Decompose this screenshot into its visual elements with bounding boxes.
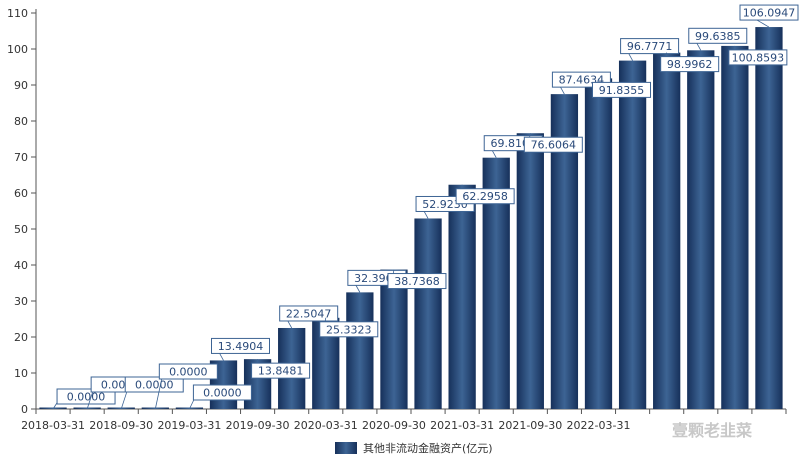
data-labels: 0.00000.00000.00000.00000.000013.490413.…: [52, 4, 799, 410]
y-tick-label: 60: [14, 187, 28, 200]
data-label-box: [56, 388, 116, 405]
data-label-box: [192, 384, 252, 401]
bar-2020-09-30[interactable]: [380, 269, 408, 409]
data-label-box: [387, 273, 447, 290]
data-label: 0.0000: [135, 379, 174, 392]
data-label: 0.0000: [203, 387, 242, 400]
data-label: 106.0947: [743, 7, 796, 20]
data-label: 98.9962: [667, 58, 713, 71]
data-label-box: [620, 38, 680, 55]
bar-2023-06-30[interactable]: [755, 27, 783, 409]
data-label-box: [592, 81, 651, 98]
data-label-box: [455, 188, 515, 205]
y-tick-label: 0: [21, 403, 28, 416]
legend-swatch[interactable]: [335, 442, 357, 454]
data-label-box: [124, 376, 184, 393]
data-label: 62.2958: [462, 190, 508, 203]
legend[interactable]: 其他非流动金融资产(亿元): [335, 441, 493, 455]
y-tick-label: 50: [14, 223, 28, 236]
data-label-box: [158, 363, 218, 380]
data-label: 25.3323: [326, 323, 372, 336]
y-tick-label: 20: [14, 331, 28, 344]
data-label: 0.0000: [169, 366, 208, 379]
bar-2022-12-31[interactable]: [687, 50, 715, 410]
data-label: 100.8593: [732, 51, 785, 64]
data-label: 0.0000: [67, 391, 106, 404]
bar-2018-03-31[interactable]: [39, 407, 67, 410]
data-label-box: [660, 56, 720, 73]
data-label: 38.7368: [394, 275, 440, 288]
bar-2022-09-30[interactable]: [653, 52, 681, 410]
legend-label[interactable]: 其他非流动金融资产(亿元): [363, 441, 493, 455]
bar-2023-03-31[interactable]: [721, 45, 749, 409]
bar-2021-09-30[interactable]: [516, 133, 544, 409]
bar-2022-03-31[interactable]: [584, 78, 613, 409]
data-label-box: [523, 136, 583, 153]
data-label: 13.8481: [258, 365, 304, 378]
x-tick-label: 2022-03-31: [567, 419, 631, 432]
bar-series: [39, 27, 783, 410]
y-tick-label: 100: [7, 43, 28, 56]
x-tick-label: 2020-09-30: [362, 419, 426, 432]
data-label: 96.7771: [627, 40, 673, 53]
data-label-box: [319, 321, 379, 338]
data-label-box: [251, 362, 311, 379]
data-label-box: [279, 305, 339, 322]
bar-2021-03-31[interactable]: [448, 184, 476, 409]
data-label-box: [739, 4, 799, 21]
y-tick-label: 40: [14, 259, 28, 272]
x-tick-label: 2021-03-31: [430, 419, 494, 432]
y-axis: 0 10 20 30 40 50 60 70 80 90 100 110: [7, 7, 37, 416]
data-label: 13.4904: [218, 340, 264, 353]
bar-2022-06-30[interactable]: [618, 60, 647, 409]
data-label-box: [211, 337, 270, 354]
y-tick-label: 90: [14, 79, 28, 92]
y-tick-label: 10: [14, 367, 28, 380]
y-tick-label: 80: [14, 115, 28, 128]
x-tick-label: 2018-09-30: [89, 419, 153, 432]
data-label-box: [728, 49, 788, 66]
y-tick-label: 110: [7, 7, 28, 20]
y-tick-label: 70: [14, 151, 28, 164]
bar-2020-12-31[interactable]: [414, 218, 442, 409]
x-tick-label: 2021-09-30: [498, 419, 562, 432]
x-tick-label: 2019-03-31: [157, 419, 221, 432]
data-label: 91.8355: [599, 84, 645, 97]
bar-2020-06-30[interactable]: [346, 292, 374, 409]
y-tick-label: 30: [14, 295, 28, 308]
data-label-box: [688, 27, 748, 44]
watermark-text: 壹颗老韭菜: [672, 421, 752, 440]
x-tick-label: 2020-03-31: [294, 419, 358, 432]
data-label: 22.5047: [286, 307, 332, 320]
x-tick-label: 2018-03-31: [21, 419, 85, 432]
data-label: 99.6385: [695, 30, 741, 43]
data-label: 76.6064: [531, 139, 577, 152]
x-tick-label: 2019-09-30: [226, 419, 290, 432]
